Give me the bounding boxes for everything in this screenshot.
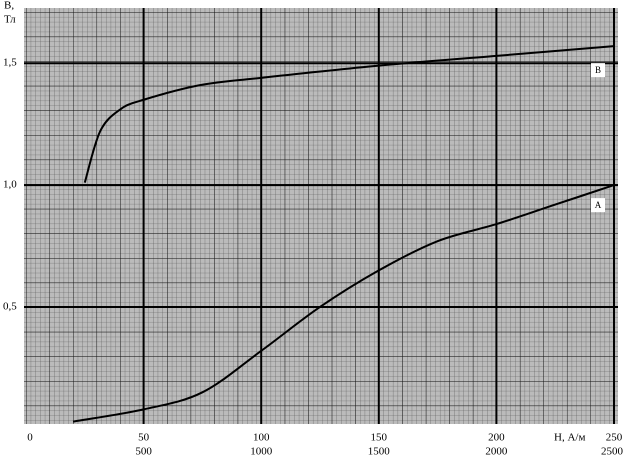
y-tick-label: 1,5 [3,57,17,69]
curve [72,184,615,423]
y-label: Тл [4,14,16,26]
x2-tick-label: 500 [135,446,152,458]
x2-tick-label: 2500 [601,446,624,458]
x2-tick-label: 1000 [250,446,273,458]
y-tick-label: 1,0 [3,179,17,191]
curve-label-box [591,63,605,78]
x-tick-label: 150 [371,432,388,444]
x2-tick-label: 1500 [368,446,391,458]
curve [83,45,615,183]
x-tick-label: 200 [488,432,505,444]
curve-label-box [591,198,605,213]
x2-tick-label: 2000 [485,446,508,458]
x-tick-label: 250 [606,432,623,444]
y-tick-label: 0,5 [3,301,17,313]
curve-label: В [595,65,601,75]
x-tick-label: 100 [253,432,270,444]
x-tick-label: 50 [138,432,150,444]
plot-area [24,8,618,424]
y-label: В, [4,0,14,12]
x-tick-label: 0 [27,432,33,444]
x-label: Н, А/м [554,432,585,444]
minor-grid [24,8,618,424]
curve-label: А [595,200,602,210]
